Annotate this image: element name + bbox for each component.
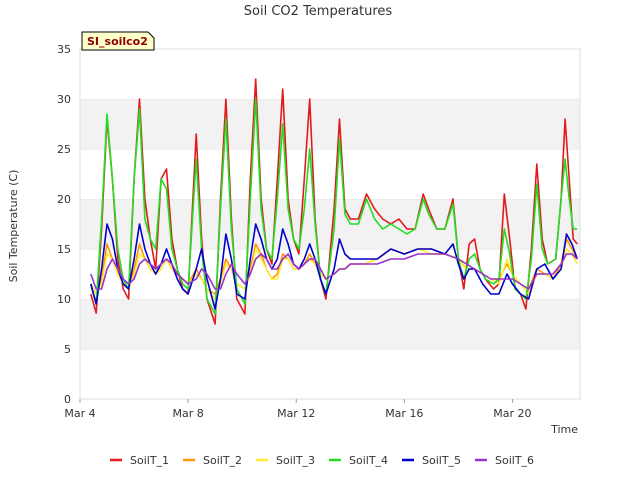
y-tick-label: 25	[57, 143, 71, 156]
y-tick-label: 30	[57, 93, 71, 106]
grid-band	[80, 199, 580, 249]
legend-label: SoilT_5	[422, 454, 461, 467]
station-badge: SI_soilco2	[81, 31, 155, 51]
legend-label: SoilT_4	[349, 454, 388, 467]
series-lines	[90, 78, 579, 325]
legend-item: SoilT_6	[475, 454, 534, 467]
x-tick-label: Mar 16	[385, 407, 423, 420]
grid-band	[80, 149, 580, 199]
grid-band	[80, 99, 580, 149]
legend: SoilT_1 SoilT_2 SoilT_3 SoilT_4 SoilT_5 SoilT…	[110, 454, 534, 467]
grid-band	[80, 49, 580, 99]
y-tick-label: 5	[64, 343, 71, 356]
chart-title: Soil CO2 Temperatures	[244, 4, 393, 19]
x-tick-label: Mar 12	[277, 407, 315, 420]
legend-item: SoilT_3	[256, 454, 315, 467]
legend-item: SoilT_2	[183, 454, 242, 467]
y-axis-label: Soil Temperature (C)	[7, 170, 20, 283]
legend-label: SoilT_2	[203, 454, 242, 467]
legend-label: SoilT_1	[130, 454, 169, 467]
x-axis-ticks: Mar 4 Mar 8 Mar 12 Mar 16 Mar 20	[64, 399, 532, 420]
grid-bands	[80, 48, 580, 399]
legend-item: SoilT_1	[110, 454, 169, 467]
y-tick-label: 0	[64, 393, 71, 406]
x-axis-label: Time	[550, 423, 578, 436]
grid-band	[80, 299, 580, 349]
series-line-soilt-6	[90, 253, 578, 290]
legend-item: SoilT_4	[329, 454, 388, 467]
legend-item: SoilT_5	[402, 454, 461, 467]
plot-frame	[79, 48, 581, 400]
y-axis-ticks: 0 5 10 15 20 25 30 35	[57, 43, 71, 406]
station-badge-label: SI_soilco2	[87, 35, 148, 48]
y-tick-label: 20	[57, 193, 71, 206]
x-tick-label: Mar 20	[493, 407, 531, 420]
x-tick-label: Mar 8	[172, 407, 203, 420]
y-tick-label: 15	[57, 243, 71, 256]
legend-label: SoilT_3	[276, 454, 315, 467]
y-tick-label: 35	[57, 43, 71, 56]
grid-band	[80, 349, 580, 399]
legend-label: SoilT_6	[495, 454, 534, 467]
y-tick-label: 10	[57, 293, 71, 306]
x-tick-label: Mar 4	[64, 407, 95, 420]
